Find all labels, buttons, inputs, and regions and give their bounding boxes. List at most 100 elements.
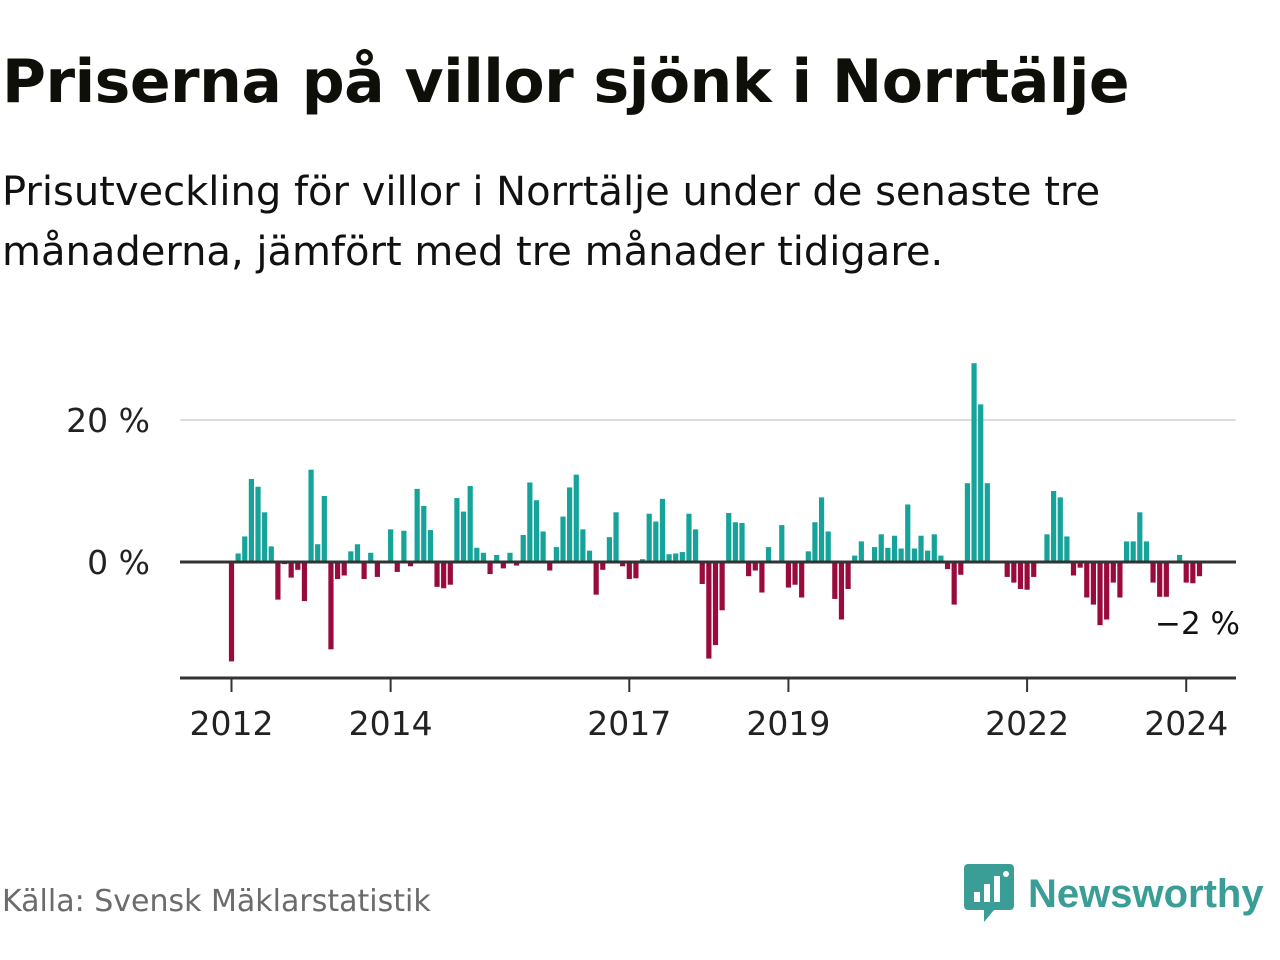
bar — [600, 562, 606, 570]
bar — [812, 522, 818, 562]
bar — [925, 550, 931, 562]
bar — [1057, 497, 1063, 562]
bar — [228, 562, 235, 662]
latest-value-label: −2 % — [1155, 606, 1240, 642]
bar — [547, 562, 553, 571]
chart-title: Priserna på villor sjönk i Norrtälje — [2, 47, 1130, 117]
x-tick-label: 2014 — [349, 704, 433, 743]
bar — [268, 546, 274, 562]
bar — [480, 552, 487, 562]
bar — [799, 562, 805, 598]
bar — [255, 486, 261, 562]
bar — [467, 486, 473, 562]
bar — [872, 547, 878, 562]
x-tick-label: 2019 — [746, 704, 830, 743]
bar-chart: 0 % 20 % 2012 2014 2017 2019 2022 2024 −2 % — [66, 363, 1240, 743]
bar — [838, 562, 845, 620]
bar — [414, 488, 420, 562]
bar — [1077, 562, 1083, 568]
bar — [984, 483, 990, 562]
bar — [520, 535, 526, 562]
bar — [275, 562, 281, 600]
bar — [1190, 562, 1196, 584]
bar — [301, 562, 308, 602]
bar — [1084, 562, 1090, 598]
bar — [918, 535, 924, 562]
bar — [746, 562, 752, 577]
bar — [845, 562, 851, 589]
bar — [938, 555, 944, 562]
source-note: Källa: Svensk Mäklarstatistik — [2, 884, 431, 919]
bar — [1196, 562, 1203, 577]
bar — [288, 562, 294, 578]
bar — [971, 363, 977, 562]
bar — [719, 562, 725, 611]
chart-bubble-icon — [964, 864, 1014, 922]
bar — [361, 562, 367, 580]
bar — [699, 562, 705, 585]
bar — [421, 505, 427, 562]
bar — [1004, 562, 1010, 577]
bar — [1024, 562, 1030, 590]
bar — [858, 541, 864, 562]
bar — [785, 562, 792, 588]
bar — [235, 553, 241, 562]
bar — [792, 562, 798, 585]
bar — [633, 562, 639, 579]
bar — [567, 487, 573, 562]
bar — [620, 562, 626, 567]
bar — [852, 555, 858, 562]
x-ticks: 2012 2014 2017 2019 2022 2024 — [190, 678, 1228, 743]
brand-name: Newsworthy — [1028, 871, 1264, 916]
bar — [242, 536, 248, 562]
bar — [885, 547, 891, 562]
bar — [248, 478, 254, 562]
bar — [388, 529, 394, 562]
bar — [964, 483, 971, 562]
bar — [805, 551, 811, 562]
bar — [434, 562, 440, 587]
bar — [441, 562, 447, 589]
bar — [407, 562, 414, 567]
bar — [626, 562, 632, 580]
bar — [354, 544, 361, 562]
bar — [765, 547, 772, 562]
bar — [898, 548, 904, 562]
bar — [334, 562, 341, 580]
bar — [944, 562, 951, 570]
bar — [951, 562, 957, 605]
bar — [1104, 562, 1110, 620]
bar — [348, 551, 354, 562]
bar — [759, 562, 765, 593]
bar — [1176, 554, 1183, 562]
bar — [328, 562, 334, 650]
bar — [315, 544, 321, 562]
bar — [513, 562, 520, 566]
bar — [1064, 536, 1070, 562]
bar — [706, 562, 712, 659]
bar — [1097, 562, 1103, 626]
bar — [374, 562, 380, 577]
bar — [593, 562, 599, 595]
bars — [228, 363, 1203, 662]
bar — [500, 562, 506, 569]
bar — [474, 547, 480, 562]
bar — [527, 482, 533, 562]
bar — [1090, 562, 1096, 605]
x-tick-label: 2024 — [1144, 704, 1228, 743]
subtitle-line-2: månaderna, jämfört med tre månader tidig… — [2, 229, 944, 275]
bar — [460, 511, 467, 562]
bar — [931, 534, 937, 562]
bar — [1110, 562, 1116, 583]
bar — [1017, 562, 1024, 589]
chart-subtitle: Prisutveckling för villor i Norrtälje un… — [2, 162, 1242, 282]
bar — [978, 404, 984, 562]
bar — [752, 562, 758, 571]
bar — [427, 530, 433, 562]
bar — [1130, 541, 1136, 562]
bar — [958, 562, 964, 575]
bar — [1044, 534, 1050, 562]
bar — [832, 562, 838, 599]
bar — [401, 530, 407, 562]
bar — [533, 500, 540, 562]
